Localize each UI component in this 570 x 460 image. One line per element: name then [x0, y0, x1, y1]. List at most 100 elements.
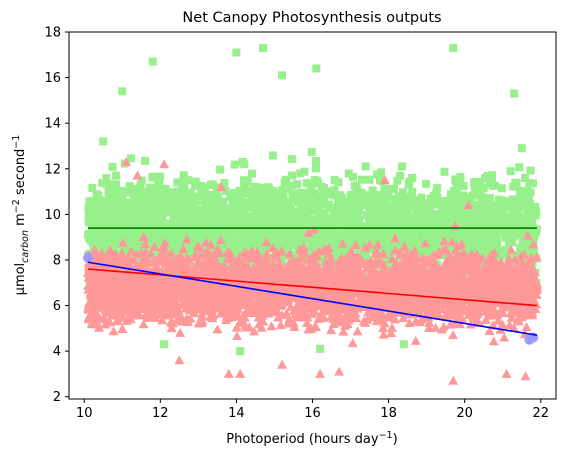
data-point-square [530, 209, 538, 217]
data-point-square [369, 186, 377, 194]
data-point-square [202, 218, 210, 226]
data-point-square [422, 203, 430, 211]
data-point-square [146, 220, 154, 228]
data-point-square [400, 340, 408, 348]
data-point-square [201, 183, 209, 191]
data-point-square [232, 200, 240, 208]
data-point-square [465, 226, 473, 234]
data-point-square [85, 211, 93, 219]
data-point-square [447, 190, 455, 198]
data-point-square [283, 217, 291, 225]
data-point-square [490, 230, 498, 238]
data-point-square [403, 216, 411, 224]
data-point-square [126, 182, 134, 190]
data-point-square [334, 201, 342, 209]
data-point-square [398, 162, 406, 170]
data-point-square [518, 144, 526, 152]
data-point-square [231, 161, 239, 169]
data-point-square [334, 178, 342, 186]
data-point-square [216, 166, 224, 174]
data-point-square [247, 202, 255, 210]
data-point-square [234, 226, 242, 234]
data-point-square [374, 217, 382, 225]
data-point-square [474, 189, 482, 197]
data-point-square [509, 232, 517, 240]
data-point-square [249, 238, 257, 246]
data-point-square [448, 213, 456, 221]
data-point-square [130, 215, 138, 223]
data-point-square [312, 164, 320, 172]
data-point-square [515, 163, 523, 171]
data-point-square [406, 177, 414, 185]
data-point-square [272, 206, 280, 214]
data-point-square [408, 234, 416, 242]
data-point-square [108, 190, 116, 198]
data-point-square [449, 44, 457, 52]
data-point-square [112, 172, 120, 180]
data-point-square [387, 185, 395, 193]
data-point-square [193, 182, 201, 190]
data-point-square [259, 44, 267, 52]
data-point-square [183, 218, 191, 226]
data-point-square [172, 213, 180, 221]
data-point-square [214, 217, 222, 225]
data-point-square [383, 208, 391, 216]
data-point-square [418, 194, 426, 202]
data-point-square [516, 244, 524, 252]
data-point-square [236, 347, 244, 355]
data-point-square [410, 216, 418, 224]
data-point-square [174, 187, 182, 195]
data-point-square [166, 189, 174, 197]
data-point-square [459, 182, 467, 190]
data-point-square [312, 157, 320, 165]
data-point-square [223, 233, 231, 241]
data-point-square [528, 216, 536, 224]
data-point-square [120, 218, 128, 226]
data-point-square [288, 155, 296, 163]
data-point-square [326, 226, 334, 234]
data-point-square [186, 189, 194, 197]
data-point-square [502, 234, 510, 242]
data-point-square [351, 229, 359, 237]
data-point-square [118, 87, 126, 95]
data-point-square [85, 219, 93, 227]
data-point-square [295, 208, 303, 216]
data-point-square [183, 228, 191, 236]
data-point-square [142, 205, 150, 213]
data-point-square [99, 137, 107, 145]
data-point-square [521, 203, 529, 211]
data-point-square [457, 214, 465, 222]
data-point-square [349, 173, 357, 181]
data-point-square [479, 198, 487, 206]
data-point-square [510, 90, 518, 98]
data-point-square [296, 169, 304, 177]
data-point-square [477, 218, 485, 226]
data-point-square [288, 171, 296, 179]
data-point-square [146, 184, 154, 192]
data-point-square [237, 236, 245, 244]
data-point-square [358, 176, 366, 184]
data-point-square [308, 148, 316, 156]
data-point-square [240, 160, 248, 168]
data-point-square [507, 167, 515, 175]
data-point-square [374, 209, 382, 217]
data-point-square [259, 195, 267, 203]
data-point-square [509, 207, 517, 215]
data-point-square [194, 208, 202, 216]
data-point-square [144, 212, 152, 220]
data-point-square [149, 58, 157, 66]
data-point-square [285, 238, 293, 246]
data-point-square [431, 194, 439, 202]
data-point-square [141, 157, 149, 165]
data-point-square [441, 168, 449, 176]
data-point-square [498, 184, 506, 192]
data-point-square [284, 185, 292, 193]
data-point-square [377, 168, 385, 176]
data-point-square [275, 189, 283, 197]
data-point-square [278, 71, 286, 79]
data-point-square [253, 216, 261, 224]
data-point-square [117, 189, 125, 197]
data-point-square [365, 176, 373, 184]
data-point-square [300, 193, 308, 201]
data-point-square [93, 190, 101, 198]
